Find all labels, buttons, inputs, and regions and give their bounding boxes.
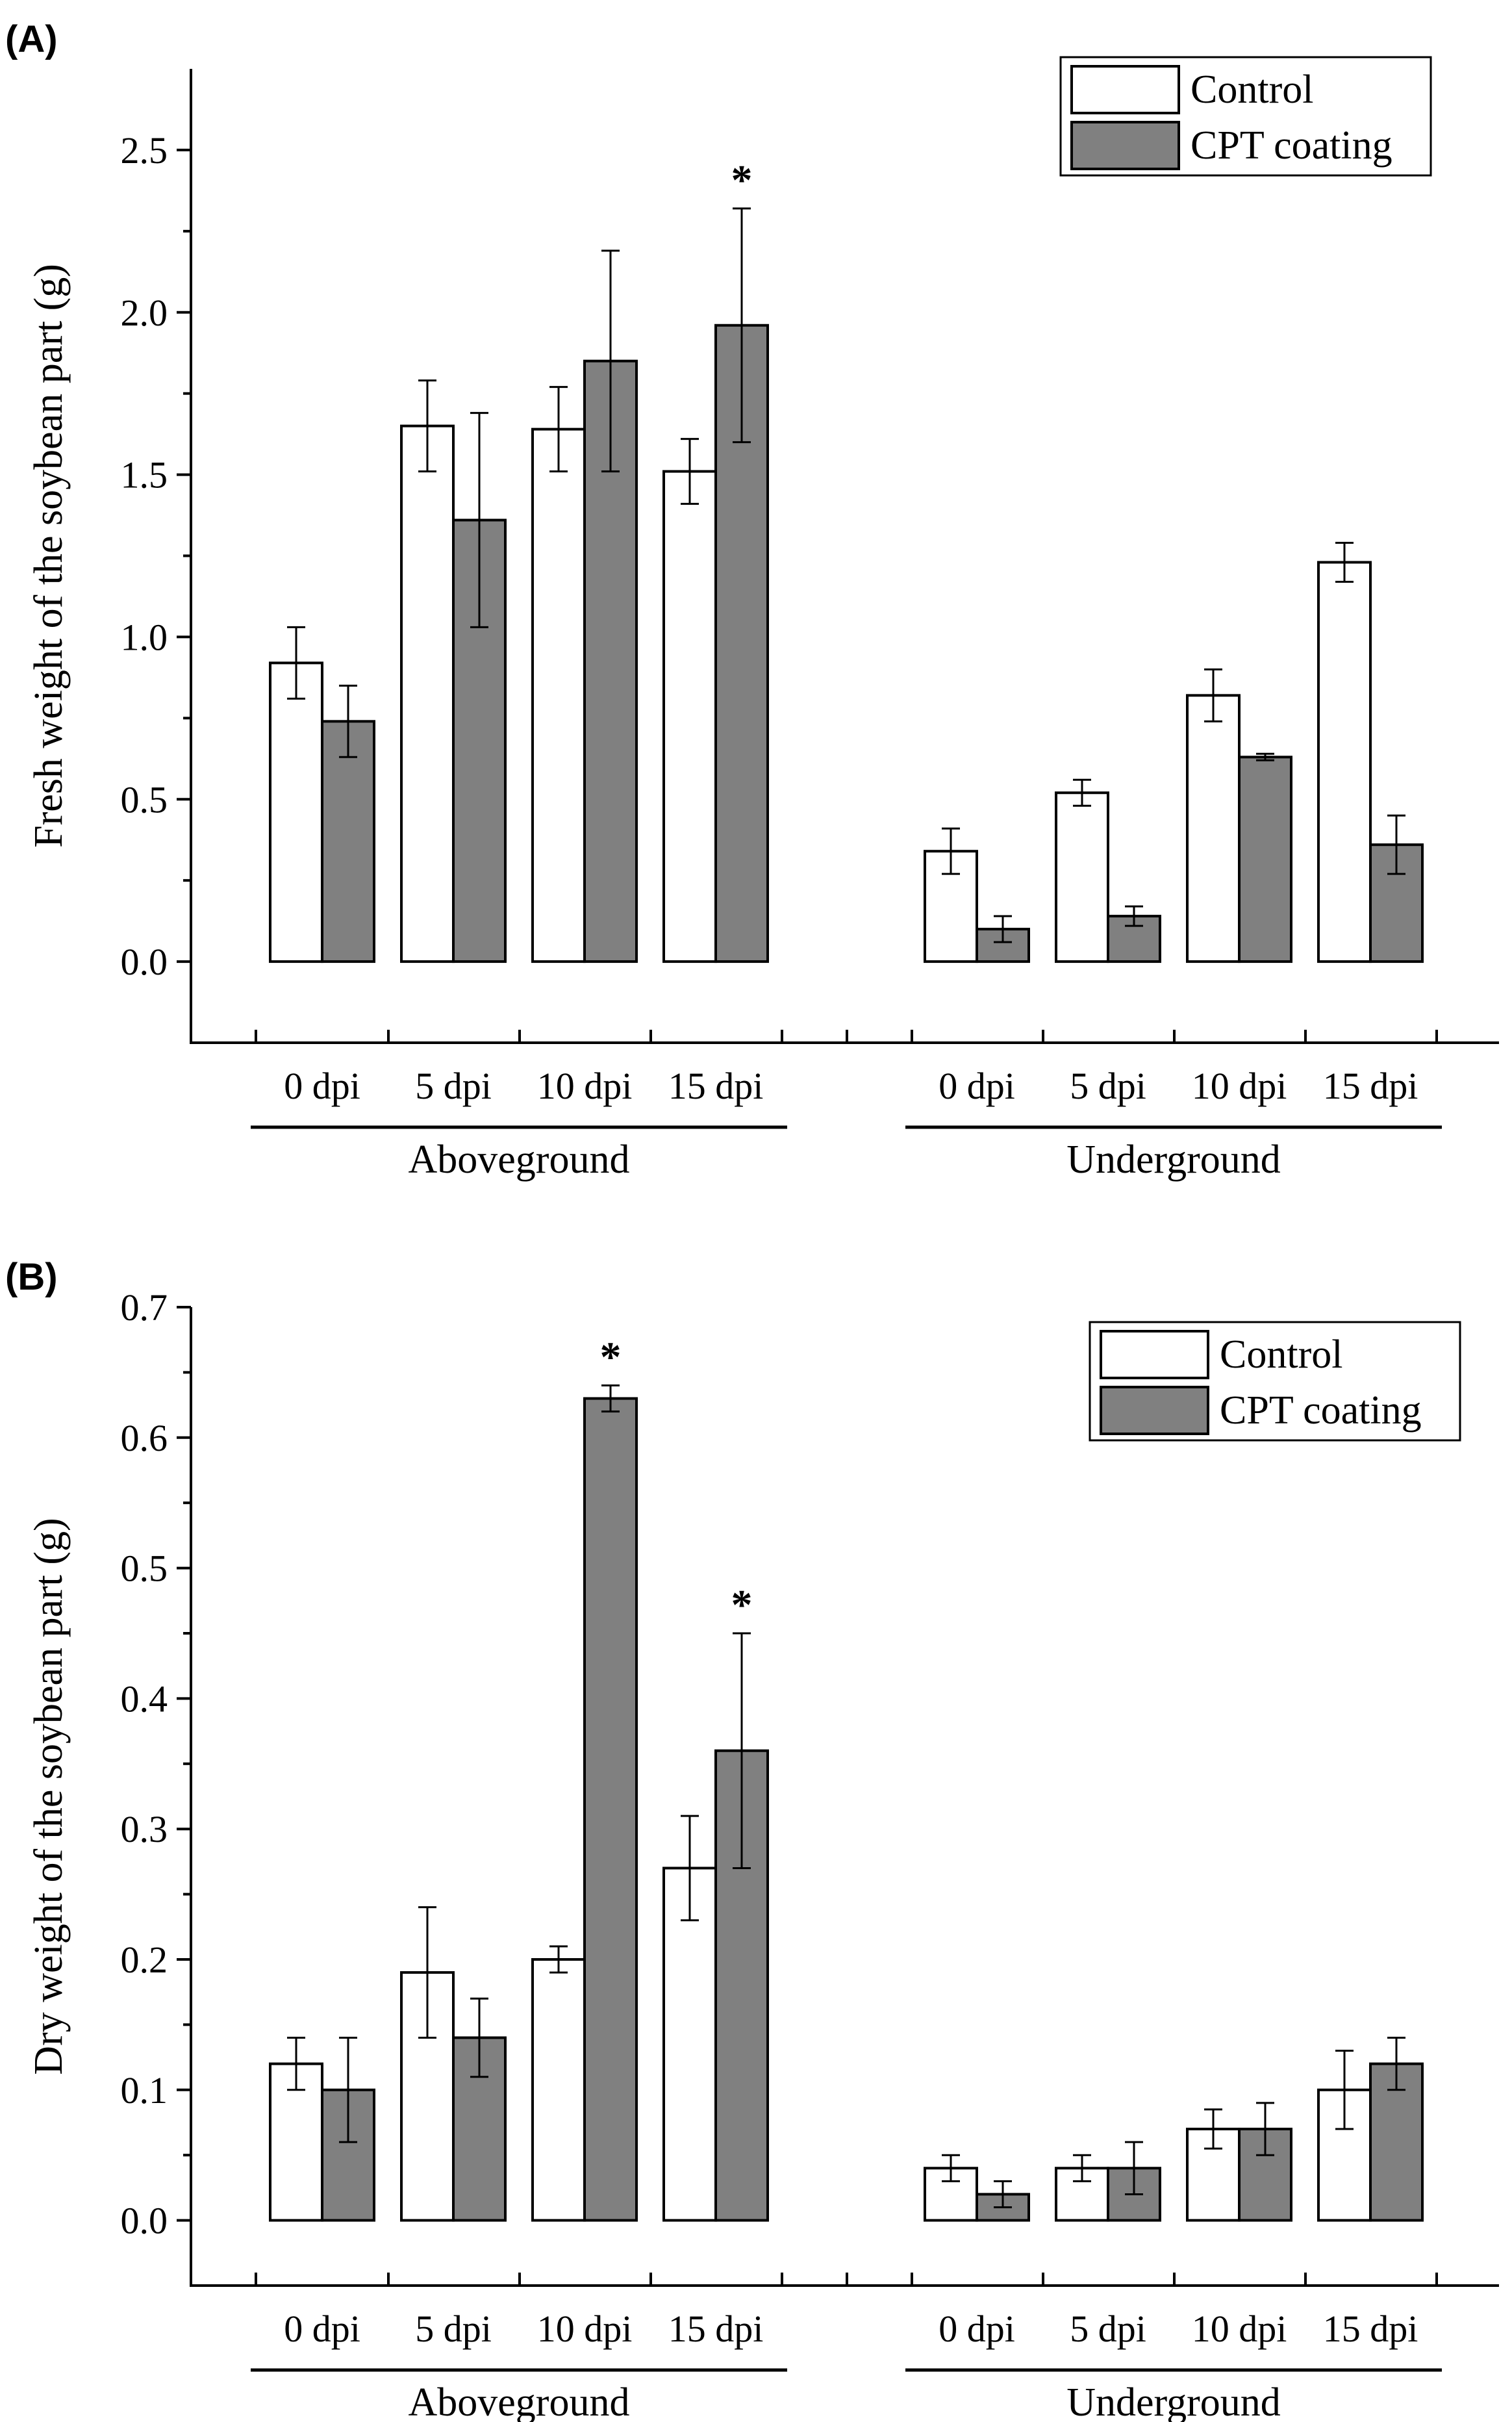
panel-b: (B) 0.0 0.1 0.2 0.3 0.4 0.5 0.6 0.7 Dry weight of… [5,1256,1499,2422]
group-label: Underground [1066,1138,1280,1182]
bar-control [662,470,717,963]
y-tick-label: 0.7 [121,1286,168,1329]
group-label: Underground [1066,2380,1280,2422]
y-tick-label: 0.4 [121,1677,168,1720]
bar-control [1186,694,1241,963]
legend-swatch-control [1070,65,1180,114]
significance-marker: * [600,1333,622,1381]
x-tick-label: 5 dpi [1070,2308,1146,2350]
y-tick-label: 0.5 [121,778,168,821]
bar-control [531,1958,586,2222]
bar-cpt-coating [583,1397,638,2222]
x-tick-label: 15 dpi [668,2308,764,2350]
x-tick-label: 0 dpi [939,2308,1015,2350]
x-tick-label: 5 dpi [1070,1065,1146,1107]
bar-control [531,427,586,963]
panel-a: (A) 0.0 0.5 1.0 1.5 2.0 2.5 Fresh weight of the… [5,18,1499,1182]
y-axis-title: Fresh weight of the soybean part (g) [27,264,71,848]
bar-cpt-coating [1107,915,1161,963]
y-tick-label: 1.5 [121,454,168,496]
legend-label: CPT coating [1220,1388,1422,1433]
bar-control [269,661,323,963]
legend-swatch-cpt-coating [1070,121,1180,170]
legend-label: Control [1191,68,1313,112]
y-tick-label: 0.0 [121,941,168,983]
legend-swatch-control [1100,1330,1209,1379]
x-tick-label: 5 dpi [415,2308,492,2350]
x-tick-label: 0 dpi [284,1065,360,1107]
bar-control [400,424,455,963]
y-tick-label: 1.0 [121,616,168,658]
panel-label: (B) [5,1256,58,1298]
legend-label: CPT coating [1191,123,1392,168]
x-tick-label: 15 dpi [1323,2308,1418,2350]
bar-cpt-coating [321,720,375,963]
bar-cpt-coating [452,518,507,963]
y-tick-label: 0.5 [121,1548,168,1590]
y-tick-label: 0.3 [121,1808,168,1850]
bar-cpt-coating [1238,756,1292,963]
group-label: Aboveground [409,2380,630,2422]
x-tick-label: 15 dpi [668,1065,764,1107]
significance-marker: * [731,1581,753,1629]
x-tick-label: 0 dpi [284,2308,360,2350]
panel-label: (A) [5,18,58,60]
y-tick-label: 0.2 [121,1939,168,1981]
x-tick-label: 10 dpi [537,2308,633,2350]
x-tick-label: 15 dpi [1323,1065,1418,1107]
legend-swatch-cpt-coating [1100,1386,1209,1435]
bar-control [1317,561,1372,963]
x-tick-label: 5 dpi [415,1065,492,1107]
x-tick-label: 10 dpi [1192,2308,1287,2350]
y-tick-label: 2.0 [121,292,168,334]
y-tick-label: 2.5 [121,129,168,172]
y-tick-label: 0.0 [121,2200,168,2242]
group-label: Aboveground [409,1138,630,1182]
x-tick-label: 10 dpi [1192,1065,1287,1107]
bar-control [1055,791,1109,963]
y-axis-title: Dry weight of the soybean part (g) [27,1518,71,2074]
y-tick-label: 0.1 [121,2069,168,2111]
x-tick-label: 10 dpi [537,1065,633,1107]
legend-label: Control [1220,1332,1342,1377]
y-tick-label: 0.6 [121,1417,168,1459]
x-tick-label: 0 dpi [939,1065,1015,1107]
significance-marker: * [731,157,753,204]
